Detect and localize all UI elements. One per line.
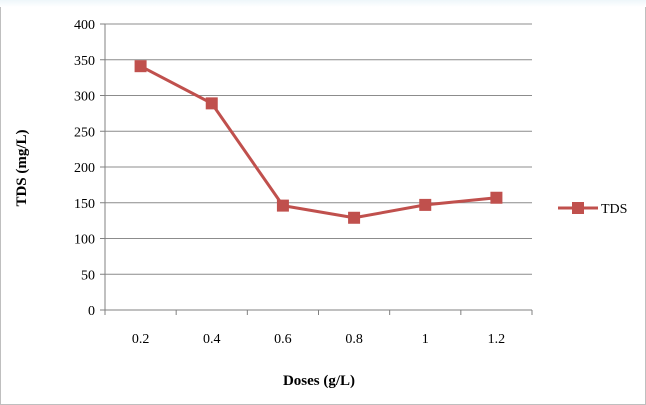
gridlines [105,23,532,275]
x-tick-label: 0.2 [132,332,150,347]
series-line [139,64,497,220]
y-axis-title: TDS (mg/L) [14,129,30,206]
legend-marker [572,202,584,214]
y-tick-label: 100 [74,233,95,248]
x-tick-label: 1.2 [488,332,506,347]
y-tick-label: 50 [81,268,95,283]
data-point-marker [490,191,503,204]
y-tick-label: 0 [88,304,95,319]
x-tick-label: 0.4 [203,332,221,347]
top-band [0,0,646,7]
y-axis-ticks: 0 50 100 150 200 250 300 350 400 [74,18,105,319]
data-point-marker [348,211,361,224]
y-tick-label: 250 [74,125,95,140]
y-tick-label: 350 [74,54,95,69]
x-axis-ticks: 0.2 0.4 0.6 0.8 1 1.2 [104,310,533,347]
x-axis-title: Doses (g/L) [283,373,355,389]
data-point-marker [134,60,147,73]
x-tick-label: 1 [422,332,429,347]
data-point-marker [276,199,289,212]
x-tick-label: 0.6 [274,332,292,347]
y-tick-label: 300 [74,90,95,105]
legend-label: TDS [601,202,627,217]
legend: TDS [558,202,627,217]
data-point-marker [419,198,432,211]
data-point-marker [205,97,218,110]
y-tick-label: 400 [74,18,95,33]
series-tds [134,60,503,224]
y-tick-label: 200 [74,161,95,176]
x-tick-label: 0.8 [345,332,363,347]
y-tick-label: 150 [74,197,95,212]
